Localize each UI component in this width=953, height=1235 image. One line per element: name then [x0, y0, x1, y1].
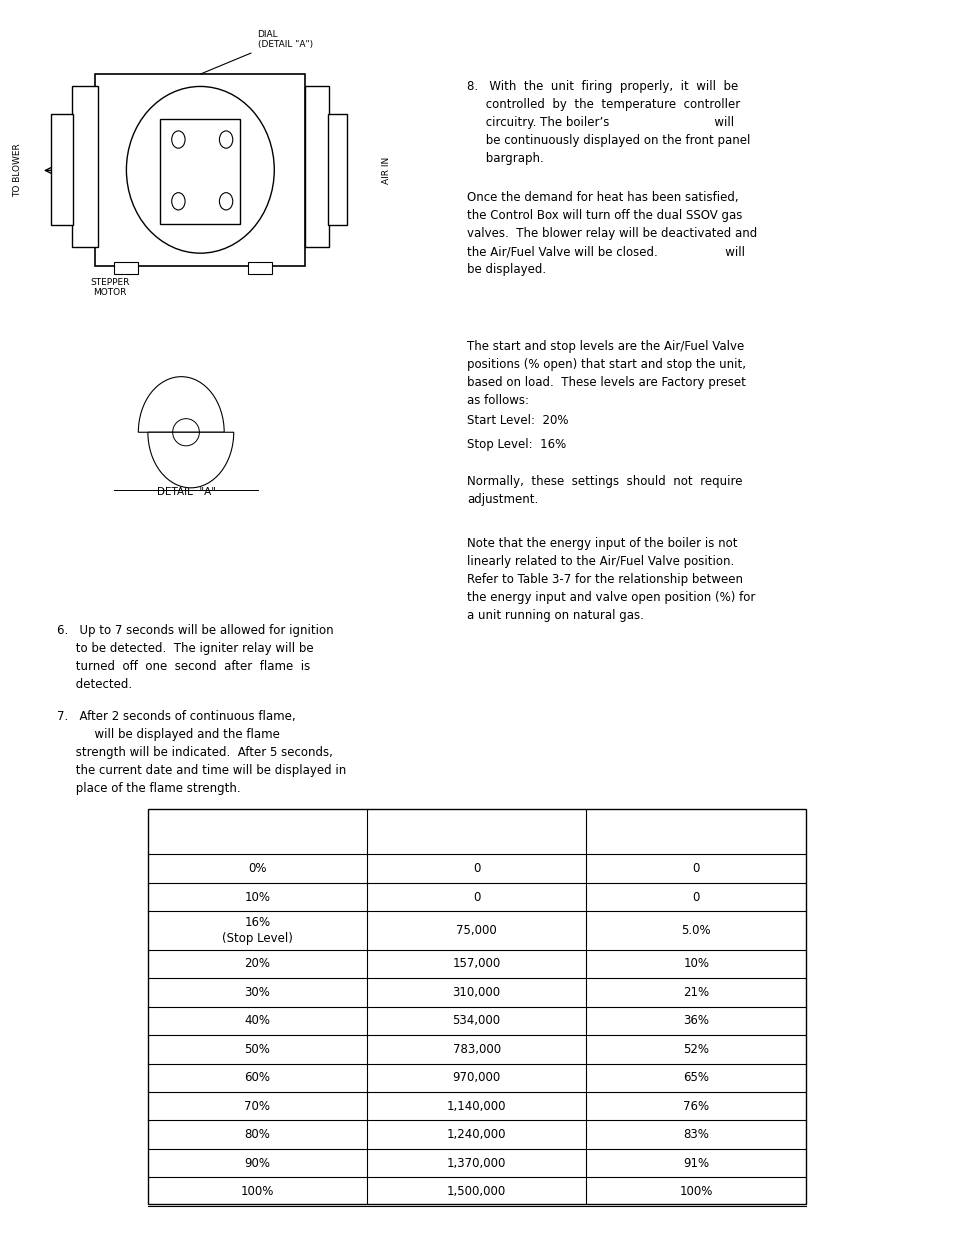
Text: 970,000: 970,000: [452, 1071, 500, 1084]
Text: Start Level:  20%: Start Level: 20%: [467, 414, 568, 427]
Text: 0: 0: [473, 890, 480, 904]
Text: The start and stop levels are the Air/Fuel Valve
positions (% open) that start a: The start and stop levels are the Air/Fu…: [467, 340, 745, 406]
Text: 6.   Up to 7 seconds will be allowed for ignition
     to be detected.  The igni: 6. Up to 7 seconds will be allowed for i…: [57, 624, 334, 690]
Text: DIAL
(DETAIL "A"): DIAL (DETAIL "A"): [257, 30, 313, 49]
Text: Normally,  these  settings  should  not  require
adjustment.: Normally, these settings should not requ…: [467, 475, 742, 506]
Text: 1,370,000: 1,370,000: [447, 1157, 506, 1170]
Text: 1,140,000: 1,140,000: [446, 1099, 506, 1113]
Text: 100%: 100%: [679, 1186, 712, 1198]
Text: 90%: 90%: [244, 1157, 271, 1170]
Text: 21%: 21%: [682, 986, 708, 999]
Text: 65%: 65%: [682, 1071, 708, 1084]
Text: 783,000: 783,000: [452, 1042, 500, 1056]
Text: Stop Level:  16%: Stop Level: 16%: [467, 438, 566, 452]
Text: 52%: 52%: [682, 1042, 708, 1056]
Text: 100%: 100%: [240, 1186, 274, 1198]
Bar: [51, 114, 73, 225]
Text: TO BLOWER: TO BLOWER: [12, 143, 22, 198]
Text: 80%: 80%: [244, 1128, 270, 1141]
Ellipse shape: [127, 86, 274, 253]
Text: 5.0%: 5.0%: [680, 924, 710, 937]
Bar: [148, 809, 805, 1204]
Text: Once the demand for heat has been satisfied,
the Control Box will turn off the d: Once the demand for heat has been satisf…: [467, 191, 757, 277]
Text: 30%: 30%: [244, 986, 270, 999]
Text: STEPPER
MOTOR: STEPPER MOTOR: [90, 278, 130, 298]
Bar: [71, 86, 98, 247]
Text: 20%: 20%: [244, 957, 271, 971]
Text: 0: 0: [692, 862, 700, 876]
Circle shape: [172, 131, 185, 148]
Text: DETAIL  "A": DETAIL "A": [156, 487, 215, 496]
Text: 36%: 36%: [682, 1014, 708, 1028]
Bar: [305, 86, 329, 247]
Text: 75,000: 75,000: [456, 924, 497, 937]
Text: 0: 0: [473, 862, 480, 876]
Text: 8.   With  the  unit  firing  properly,  it  will  be
     controlled  by  the  : 8. With the unit firing properly, it wil…: [467, 80, 750, 165]
Text: AIR IN: AIR IN: [381, 157, 391, 184]
Text: 50%: 50%: [244, 1042, 270, 1056]
Text: 91%: 91%: [682, 1157, 708, 1170]
Bar: [160, 119, 240, 224]
Text: 60%: 60%: [244, 1071, 271, 1084]
Text: 1,500,000: 1,500,000: [447, 1186, 506, 1198]
Text: (Stop Level): (Stop Level): [222, 932, 293, 945]
Text: 83%: 83%: [682, 1128, 708, 1141]
Circle shape: [219, 131, 233, 148]
Text: 0: 0: [692, 890, 700, 904]
Text: 7.   After 2 seconds of continuous flame,
          will be displayed and the fl: 7. After 2 seconds of continuous flame, …: [57, 710, 346, 795]
Wedge shape: [138, 377, 224, 432]
Bar: [114, 262, 138, 274]
Bar: [248, 262, 272, 274]
Text: 76%: 76%: [682, 1099, 708, 1113]
Circle shape: [219, 193, 233, 210]
Wedge shape: [148, 432, 233, 488]
Text: 10%: 10%: [244, 890, 271, 904]
Circle shape: [172, 193, 185, 210]
Text: 1,240,000: 1,240,000: [446, 1128, 506, 1141]
Text: 157,000: 157,000: [452, 957, 500, 971]
Text: 16%: 16%: [244, 916, 271, 929]
Text: 0%: 0%: [248, 862, 267, 876]
Text: 70%: 70%: [244, 1099, 271, 1113]
Text: 10%: 10%: [682, 957, 708, 971]
Text: 40%: 40%: [244, 1014, 271, 1028]
Bar: [328, 114, 347, 225]
Text: Note that the energy input of the boiler is not
linearly related to the Air/Fuel: Note that the energy input of the boiler…: [467, 537, 755, 622]
Text: 310,000: 310,000: [452, 986, 500, 999]
Text: 534,000: 534,000: [452, 1014, 500, 1028]
Bar: [95, 74, 305, 266]
